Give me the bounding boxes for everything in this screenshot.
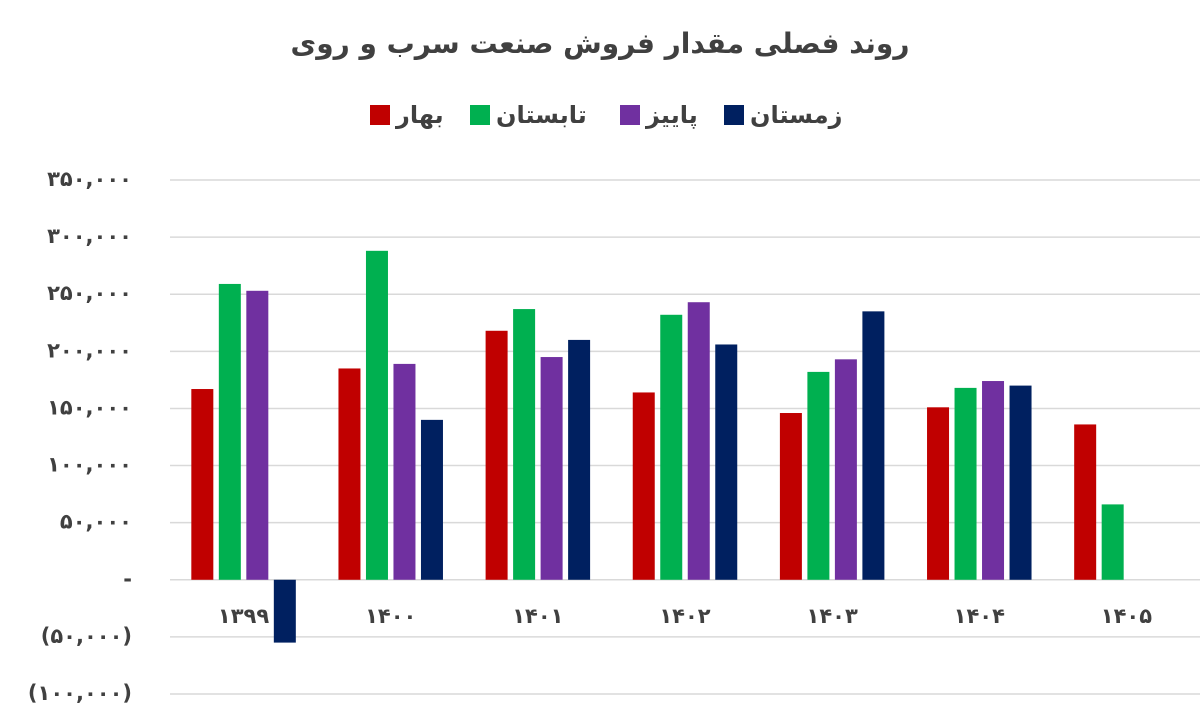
legend-label: زمستان	[750, 101, 842, 129]
legend-swatch	[370, 105, 390, 125]
bar	[191, 389, 214, 580]
bar	[513, 309, 536, 580]
legend-label: بهار	[395, 101, 444, 129]
bar	[1009, 385, 1032, 580]
bar	[1101, 504, 1124, 580]
legend-swatch	[724, 105, 744, 125]
bar	[807, 371, 830, 580]
y-tick-label: ۳۰۰,۰۰۰	[47, 224, 132, 248]
x-tick-label: ۱۴۰۴	[954, 604, 1005, 628]
bar	[954, 387, 977, 580]
bar	[687, 302, 710, 580]
bar	[540, 357, 563, 580]
y-tick-label: ۳۵۰,۰۰۰	[47, 167, 132, 191]
bar	[1074, 424, 1097, 580]
y-tick-label: ۱۰۰,۰۰۰	[47, 453, 132, 477]
bar	[218, 283, 241, 580]
chart-title: روند فصلی مقدار فروش صنعت سرب و روی	[291, 27, 910, 60]
bar	[273, 579, 296, 643]
bar	[568, 339, 591, 580]
bar	[715, 344, 738, 580]
y-tick-label: ۲۵۰,۰۰۰	[47, 281, 132, 305]
bar	[779, 413, 802, 580]
x-tick-label: ۱۴۰۲	[659, 604, 710, 628]
bar	[834, 359, 857, 580]
bar	[632, 392, 655, 580]
bar	[927, 407, 950, 580]
bar	[982, 381, 1005, 580]
x-tick-label: ۱۳۹۹	[218, 604, 269, 628]
legend-swatch	[470, 105, 490, 125]
x-tick-label: ۱۴۰۰	[365, 604, 416, 628]
legend-swatch	[620, 105, 640, 125]
bar	[420, 419, 443, 580]
y-tick-label: ۱۵۰,۰۰۰	[47, 395, 132, 419]
bar	[338, 368, 361, 580]
y-tick-label: ۵۰,۰۰۰	[60, 510, 132, 534]
bar	[660, 314, 683, 580]
bar	[393, 363, 416, 580]
y-tick-label: -	[123, 567, 132, 591]
bar	[365, 250, 388, 580]
y-tick-label: (۱۰۰,۰۰۰)	[28, 681, 132, 705]
bar	[485, 330, 508, 580]
legend-label: تابستان	[496, 101, 587, 129]
y-tick-label: ۲۰۰,۰۰۰	[47, 338, 132, 362]
legend-label: پاییز	[645, 101, 698, 129]
bar	[862, 311, 885, 580]
x-tick-label: ۱۴۰۵	[1101, 604, 1152, 628]
y-tick-label: (۵۰,۰۰۰)	[41, 624, 132, 648]
bar	[246, 290, 269, 580]
x-tick-label: ۱۴۰۱	[512, 604, 563, 628]
x-tick-label: ۱۴۰۳	[807, 604, 858, 628]
